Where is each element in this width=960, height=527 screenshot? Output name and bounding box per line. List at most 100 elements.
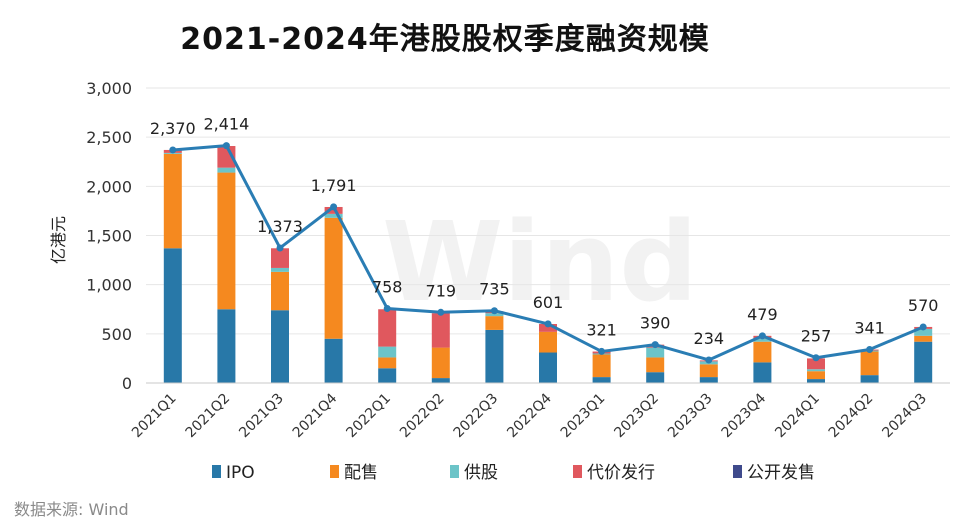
legend-swatch: [450, 465, 459, 478]
bar-代价发行-2022Q1: [378, 309, 397, 347]
bar-IPO-2021Q2: [217, 309, 236, 383]
y-tick-label: 500: [101, 325, 132, 344]
bar-供股-2021Q4: [324, 213, 343, 218]
x-tick-label: 2024Q3: [879, 391, 930, 442]
bar-配售-2022Q2: [431, 347, 450, 379]
bar-代价发行-2022Q4: [539, 324, 557, 332]
y-tick-label: 2,500: [86, 128, 132, 147]
legend: IPO 配售 供股 代价发行 公开发售: [212, 463, 815, 483]
bar-配售-2024Q3: [914, 335, 933, 342]
y-tick-label: 3,000: [86, 79, 132, 98]
y-axis-label: 亿港元: [49, 216, 68, 264]
x-tick-label: 2021Q4: [290, 390, 341, 441]
bar-IPO-2022Q4: [539, 352, 557, 383]
bar-配售-2022Q1: [378, 357, 397, 369]
data-label: 719: [426, 281, 457, 300]
legend-swatch: [573, 465, 582, 478]
bar-供股-2022Q3: [485, 313, 504, 317]
x-tick-label: 2023Q2: [611, 391, 662, 442]
total-point: [866, 345, 874, 353]
total-point: [544, 320, 552, 328]
total-point: [490, 307, 498, 315]
total-line: [169, 142, 927, 364]
bar-供股-2021Q2: [217, 167, 236, 173]
bar-IPO-2024Q2: [860, 375, 879, 383]
bar-配售-2023Q1: [592, 354, 611, 378]
bar-配售-2023Q2: [646, 357, 665, 373]
bar-供股-2023Q4: [753, 338, 772, 342]
bar-IPO-2021Q3: [271, 310, 289, 383]
legend-swatch: [212, 465, 221, 478]
bar-代价发行-2024Q1: [807, 358, 825, 370]
bar-代价发行-2022Q2: [431, 313, 450, 348]
total-point: [330, 203, 338, 211]
bar-IPO-2022Q3: [485, 329, 504, 383]
bar-IPO-2021Q4: [324, 338, 343, 383]
data-label: 1,791: [311, 176, 357, 195]
bar-IPO-2022Q2: [431, 378, 450, 383]
legend-swatch: [330, 465, 339, 478]
data-labels: 2,370 2,414 1,373 1,791 758 719 735 601 321 390 23…: [150, 115, 939, 348]
x-tick-label: 2021Q3: [236, 391, 287, 442]
data-label: 1,373: [257, 217, 303, 236]
bar-配售-2024Q1: [807, 371, 825, 380]
bar-代价发行-2021Q4: [324, 206, 343, 214]
y-axis: 0 500 1,000 1,500 2,000 2,500 3,000: [86, 79, 132, 393]
bar-IPO-2023Q4: [753, 362, 772, 383]
total-point: [651, 341, 659, 349]
total-point: [758, 332, 766, 340]
total-point: [598, 347, 606, 355]
x-tick-label: 2023Q3: [665, 391, 716, 442]
bar-IPO-2023Q2: [646, 372, 665, 383]
data-label: 479: [747, 305, 778, 324]
x-tick-label: 2024Q2: [826, 391, 877, 442]
data-label: 758: [372, 277, 403, 296]
bar-配售-2021Q1: [163, 153, 182, 249]
data-label: 2,370: [150, 119, 196, 138]
data-label: 321: [586, 320, 617, 339]
bar-供股-2022Q1: [378, 346, 397, 358]
bar-IPO-2023Q3: [699, 377, 718, 383]
total-point: [383, 304, 391, 312]
bar-IPO-2024Q1: [807, 379, 825, 383]
y-tick-label: 2,000: [86, 177, 132, 196]
bar-供股-2024Q3: [914, 328, 933, 336]
x-axis: 2021Q1 2021Q2 2021Q3 2021Q4 2022Q1 2022Q2 2022…: [129, 382, 950, 442]
y-tick-label: 1,500: [86, 227, 132, 246]
x-tick-label: 2022Q2: [397, 391, 448, 442]
bar-配售-2022Q4: [539, 331, 557, 353]
data-label: 341: [854, 318, 885, 337]
bar-配售-2023Q3: [699, 364, 718, 378]
total-point: [812, 354, 820, 362]
x-tick-label: 2021Q2: [183, 391, 234, 442]
data-label: 570: [908, 296, 939, 315]
chart-title: 2021-2024年港股股权季度融资规模: [180, 22, 710, 57]
bar-IPO-2023Q1: [592, 377, 611, 383]
total-point: [169, 146, 177, 154]
data-label: 257: [801, 327, 832, 346]
legend-label: 代价发行: [587, 463, 655, 483]
bar-配售-2023Q4: [753, 341, 772, 363]
data-label: 390: [640, 314, 671, 333]
bar-配售-2021Q4: [324, 217, 343, 339]
watermark: Wind: [382, 198, 698, 326]
legend-label: 供股: [464, 463, 498, 483]
total-point: [222, 142, 230, 150]
x-tick-label: 2022Q3: [451, 391, 502, 442]
x-tick-label: 2024Q1: [772, 391, 823, 442]
x-tick-label: 2022Q1: [343, 391, 394, 442]
bar-配售-2021Q2: [217, 172, 236, 310]
total-point: [437, 308, 445, 316]
y-tick-label: 0: [122, 374, 132, 393]
total-point: [705, 356, 713, 364]
data-label: 234: [694, 329, 725, 348]
data-label: 735: [479, 280, 510, 299]
source-note: 数据来源: Wind: [14, 500, 129, 519]
bars: [163, 146, 933, 383]
data-label: 2,414: [203, 115, 249, 134]
bar-供股-2023Q2: [646, 347, 665, 358]
x-tick-label: 2021Q1: [129, 391, 180, 442]
bar-配售-2024Q2: [860, 351, 879, 376]
x-tick-label: 2023Q4: [719, 390, 770, 441]
